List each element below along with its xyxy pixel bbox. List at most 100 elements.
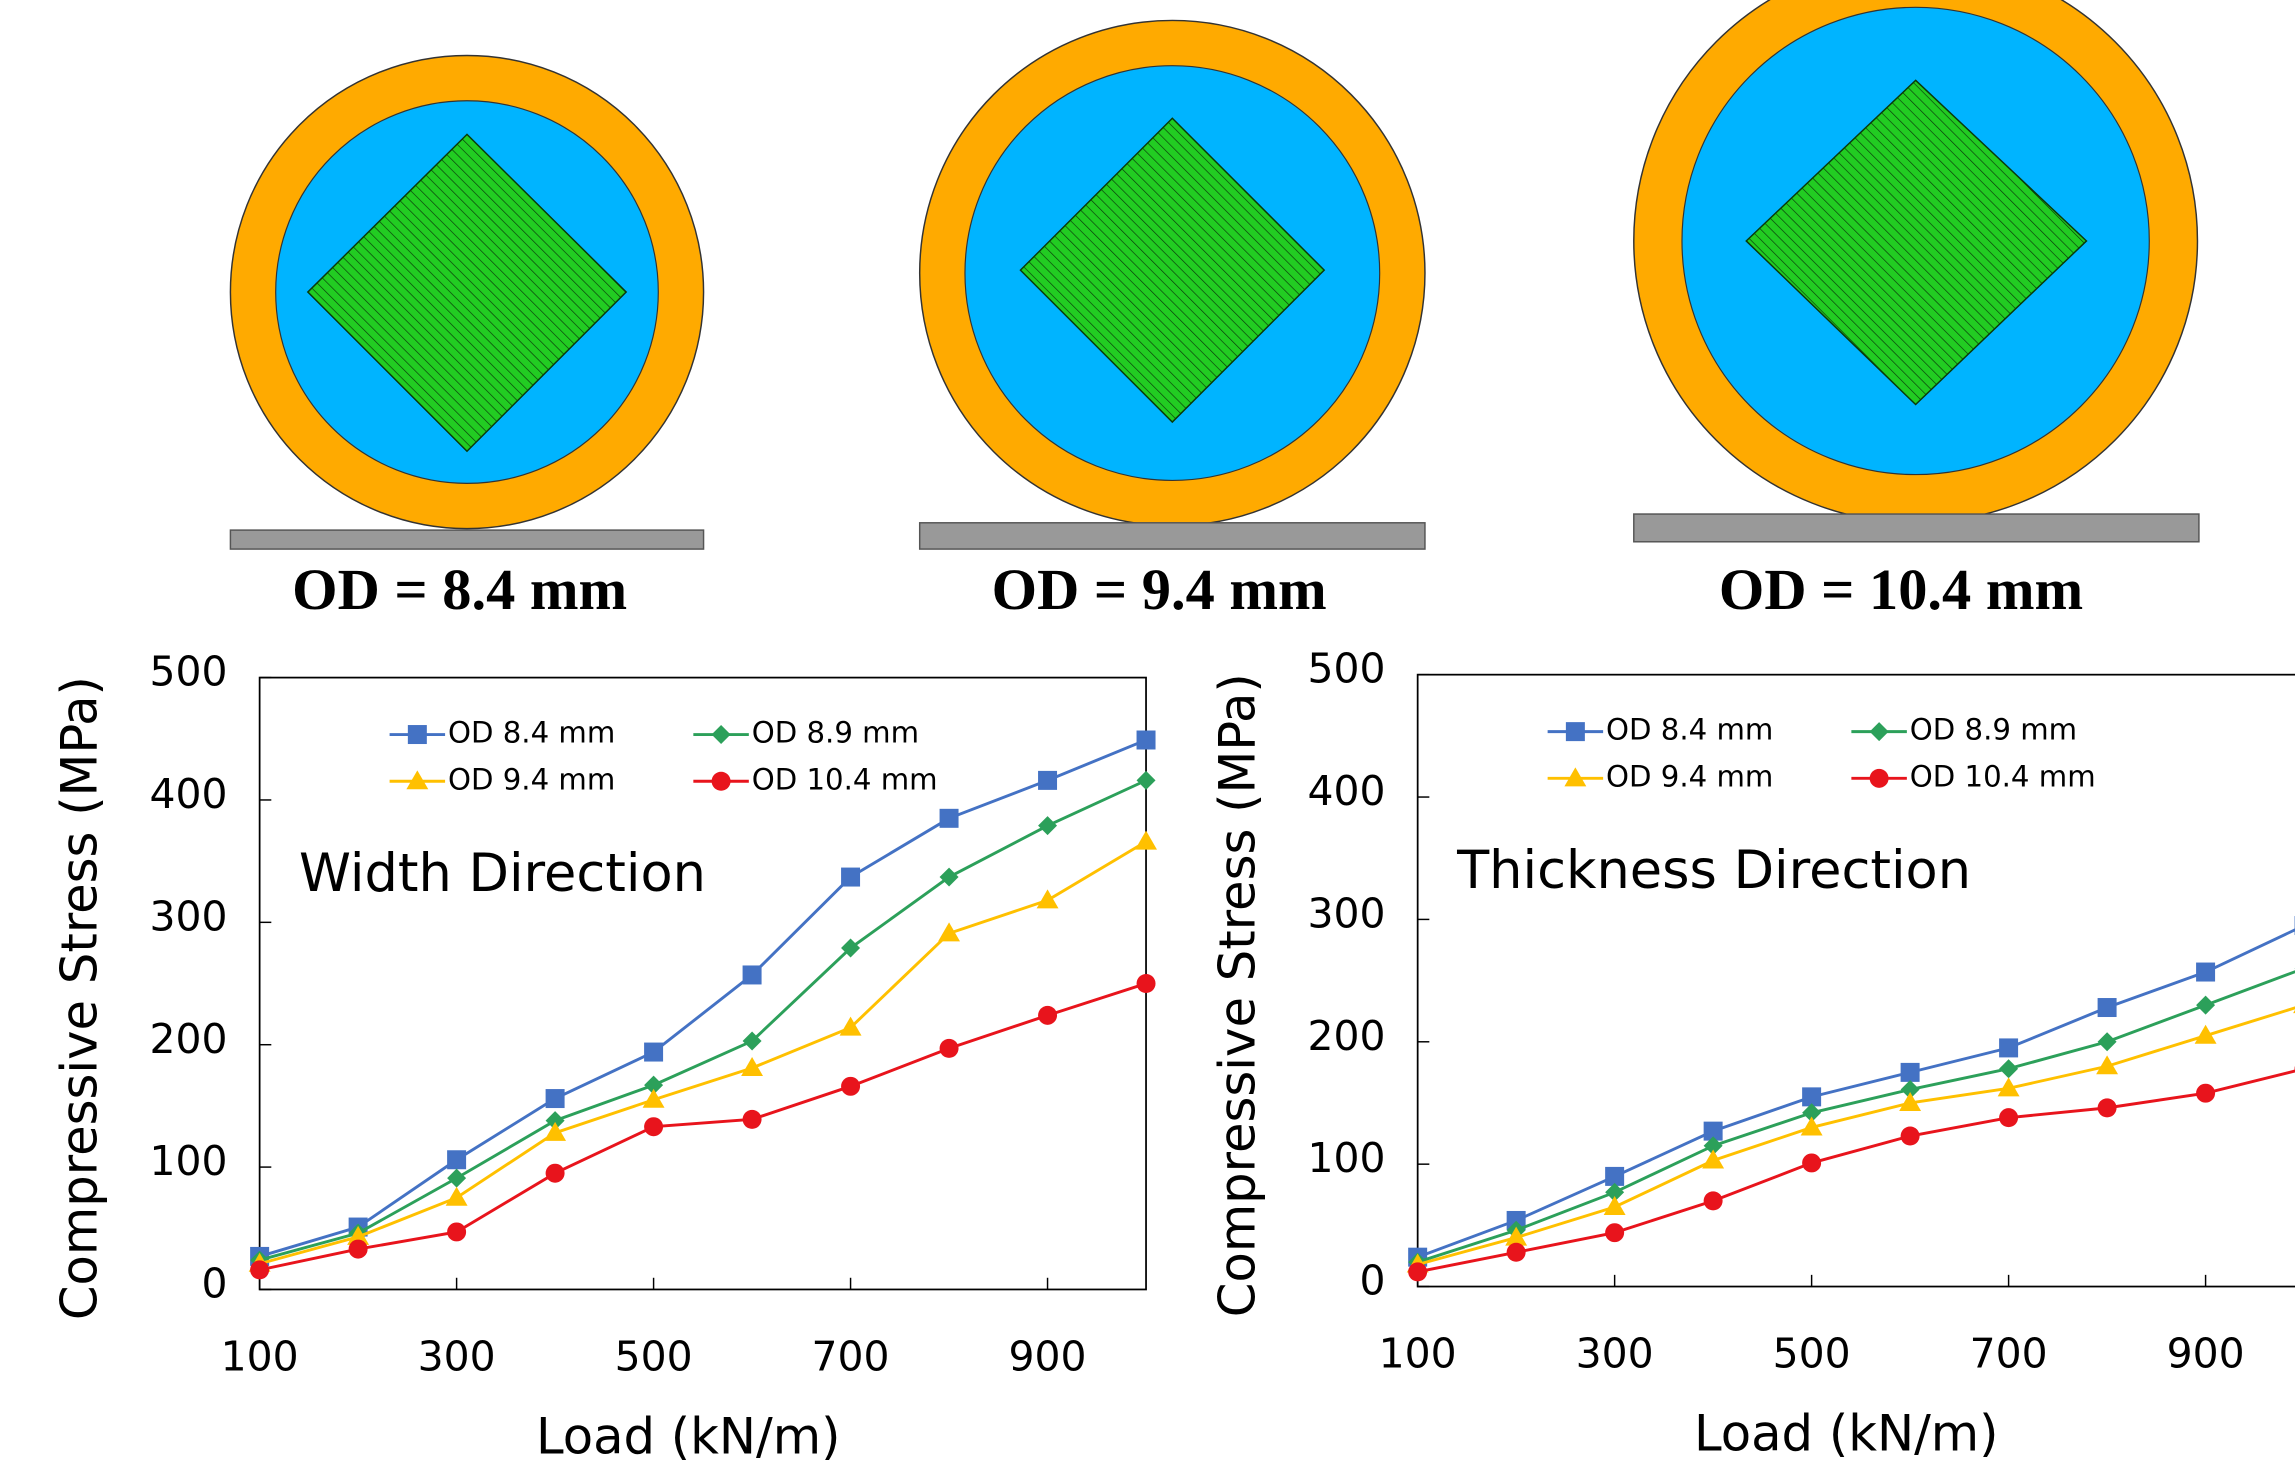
marker <box>2196 996 2215 1015</box>
section-label: OD = 10.4 mm <box>1719 557 2083 622</box>
marker <box>712 772 731 791</box>
x-tick-label: 300 <box>1576 1330 1654 1378</box>
marker <box>1137 974 1156 993</box>
marker <box>940 1039 959 1058</box>
page: {"cross_sections": [ {"label": "OD = 8.4… <box>0 0 2295 1472</box>
marker <box>408 725 427 744</box>
marker <box>447 1150 466 1169</box>
series-line <box>1418 1069 2295 1272</box>
x-tick-label: 700 <box>812 1333 890 1381</box>
marker <box>349 1240 368 1259</box>
series-line <box>260 740 1146 1256</box>
plot-frame <box>260 678 1146 1290</box>
marker <box>841 1077 860 1096</box>
marker <box>447 1169 466 1188</box>
marker <box>1507 1243 1526 1262</box>
series-line <box>260 984 1146 1270</box>
section-label: OD = 9.4 mm <box>992 557 1327 622</box>
marker <box>1901 1127 1920 1146</box>
x-tick-label: 700 <box>1970 1330 2048 1378</box>
marker <box>546 1089 565 1108</box>
x-tick-label: 100 <box>221 1333 299 1381</box>
marker <box>250 1260 269 1279</box>
marker <box>1037 889 1059 908</box>
legend-label: OD 8.9 mm <box>1910 713 2077 747</box>
marker <box>1870 722 1889 741</box>
marker <box>741 1057 763 1076</box>
x-tick-label: 500 <box>1773 1330 1851 1378</box>
cross-section: OD = 10.4 mm <box>1634 0 2199 622</box>
section-label: OD = 8.4 mm <box>292 557 627 622</box>
marker <box>644 1117 663 1136</box>
marker <box>1999 1038 2018 1057</box>
y-tick-label: 500 <box>1308 645 1386 693</box>
marker <box>446 1187 468 1206</box>
legend-label: OD 8.9 mm <box>752 716 919 750</box>
y-tick-label: 300 <box>1308 889 1386 937</box>
marker <box>2098 998 2117 1017</box>
series-line <box>1418 1005 2295 1264</box>
y-axis-title: Compressive Stress (MPa) <box>1208 673 1266 1317</box>
x-tick-label: 900 <box>2167 1330 2245 1378</box>
y-tick-label: 300 <box>149 892 227 940</box>
marker <box>1038 816 1057 835</box>
marker <box>1999 1059 2018 1078</box>
x-axis-title: Load (kN/m) <box>536 1407 841 1465</box>
marker <box>1802 1153 1821 1172</box>
plot-frame <box>1418 675 2295 1287</box>
x-tick-label: 300 <box>418 1333 496 1381</box>
series-line <box>1418 926 2295 1258</box>
y-tick-label: 0 <box>201 1260 227 1308</box>
y-tick-label: 100 <box>149 1137 227 1185</box>
y-axis-title: Compressive Stress (MPa) <box>50 676 108 1320</box>
cross-section: OD = 9.4 mm <box>920 20 1425 622</box>
cross-section: OD = 8.4 mm <box>230 55 703 622</box>
figure: OD = 8.4 mm OD = 9.4 mm OD = 10.4 mm 0 10… <box>0 0 2295 1472</box>
marker <box>2098 1098 2117 1117</box>
legend-label: OD 8.4 mm <box>448 716 615 750</box>
annotation: Thickness Direction <box>1456 840 1971 901</box>
legend-label: OD 10.4 mm <box>1910 759 2096 793</box>
marker <box>712 725 731 744</box>
marker <box>940 868 959 887</box>
marker <box>1038 771 1057 790</box>
x-axis-title: Load (kN/m) <box>1694 1404 1999 1462</box>
marker <box>743 1110 762 1129</box>
series-line <box>260 842 1146 1264</box>
marker <box>743 965 762 984</box>
legend-label: OD 8.4 mm <box>1606 713 1773 747</box>
marker <box>841 868 860 887</box>
marker <box>1137 731 1156 750</box>
marker <box>1999 1108 2018 1127</box>
marker <box>546 1164 565 1183</box>
marker <box>1604 1196 1626 1215</box>
y-tick-label: 400 <box>1308 767 1386 815</box>
marker <box>940 809 959 828</box>
y-tick-label: 0 <box>1360 1257 1386 1305</box>
y-tick-label: 100 <box>1308 1134 1386 1182</box>
marker <box>1038 1006 1057 1025</box>
y-tick-label: 400 <box>149 770 227 818</box>
marker <box>1870 769 1889 788</box>
y-tick-label: 500 <box>149 648 227 696</box>
annotation: Width Direction <box>299 843 706 904</box>
marker <box>1605 1223 1624 1242</box>
marker <box>1704 1191 1723 1210</box>
marker <box>644 1043 663 1062</box>
x-tick-label: 100 <box>1379 1330 1457 1378</box>
x-tick-label: 500 <box>615 1333 693 1381</box>
marker <box>1901 1063 1920 1082</box>
marker <box>1566 722 1585 741</box>
marker <box>1137 771 1156 790</box>
legend-label: OD 9.4 mm <box>1606 759 1773 793</box>
marker <box>2098 1032 2117 1051</box>
line-chart: 0 100 200 300 400 500 100 300 500 700 900 Load (kN/… <box>1208 645 2295 1463</box>
marker <box>2196 1084 2215 1103</box>
y-tick-label: 200 <box>1308 1012 1386 1060</box>
legend-label: OD 10.4 mm <box>752 762 938 796</box>
marker <box>1408 1262 1427 1281</box>
marker <box>1135 831 1157 850</box>
legend-label: OD 9.4 mm <box>448 762 615 796</box>
y-tick-label: 200 <box>149 1015 227 1063</box>
x-tick-label: 900 <box>1009 1333 1087 1381</box>
